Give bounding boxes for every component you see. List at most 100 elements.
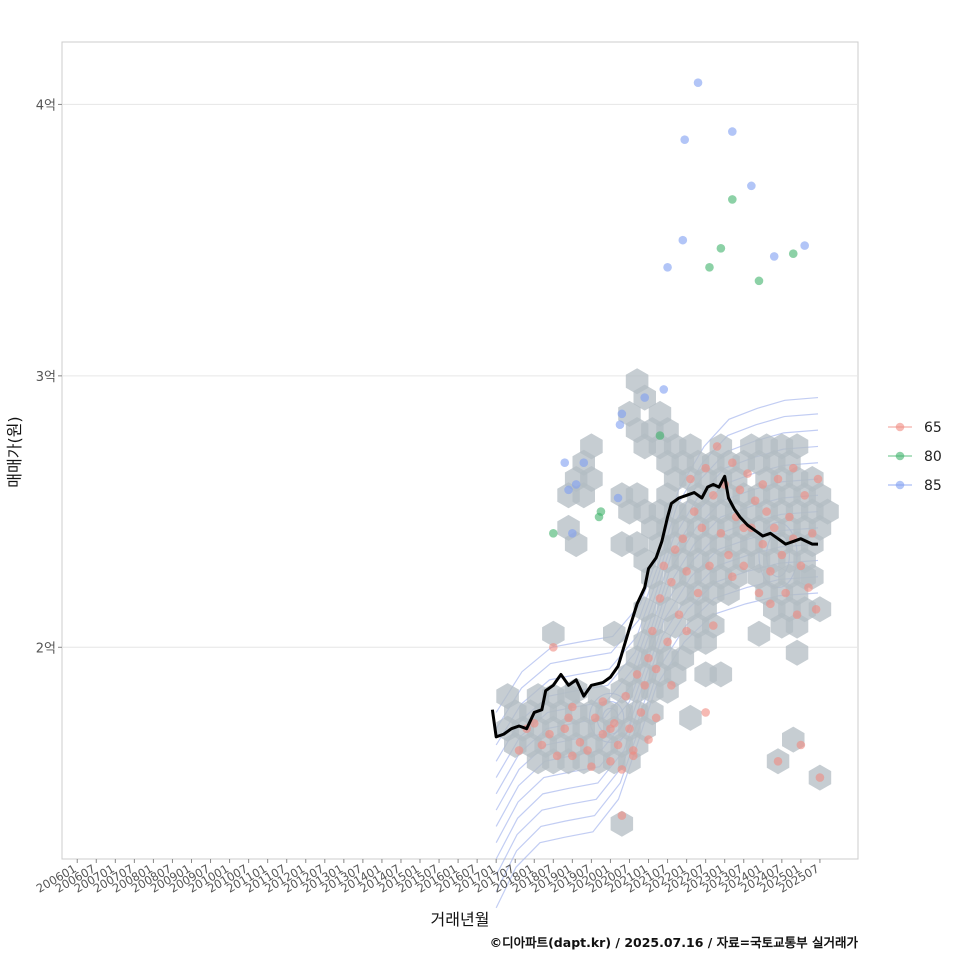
y-axis-title: 매매가(원) <box>5 416 24 487</box>
data-point-65 <box>598 697 608 706</box>
data-point-80 <box>754 276 764 286</box>
hexbin-cell <box>785 612 809 639</box>
data-point-85 <box>728 127 737 136</box>
data-point-65 <box>762 507 771 516</box>
data-point-65 <box>651 713 661 723</box>
data-point-65 <box>617 765 627 774</box>
data-point-65 <box>728 458 737 468</box>
data-point-65 <box>560 724 570 734</box>
data-point-65 <box>769 523 779 533</box>
data-point-65 <box>613 740 623 750</box>
data-point-65 <box>708 490 718 500</box>
data-point-85 <box>800 241 809 250</box>
data-point-65 <box>811 604 821 614</box>
data-point-65 <box>564 713 573 723</box>
hexbin-cell <box>747 620 771 647</box>
data-point-80 <box>788 249 798 259</box>
hexbin-cell <box>785 639 809 666</box>
data-point-65 <box>766 566 775 576</box>
y-axis-ticks: 2억 3억 4억 <box>36 98 62 656</box>
legend: 65 80 85 <box>888 420 942 494</box>
data-point-65 <box>785 512 794 522</box>
data-point-85 <box>617 409 627 419</box>
hexbin-cell <box>572 482 595 509</box>
data-point-65 <box>590 713 600 723</box>
data-point-85 <box>564 485 573 495</box>
legend-key-point <box>895 480 905 490</box>
hexbin-cell <box>709 661 733 688</box>
y-tick-label: 2억 <box>36 641 56 656</box>
data-point-65 <box>689 507 699 516</box>
hexbin-cell <box>801 563 824 590</box>
data-point-65 <box>545 729 554 739</box>
data-point-65 <box>815 773 825 782</box>
hexbin-cell <box>610 810 634 837</box>
data-point-65 <box>655 594 665 603</box>
data-point-65 <box>682 566 691 576</box>
data-point-85 <box>613 493 623 503</box>
legend-key-point <box>895 422 905 432</box>
data-point-65 <box>701 463 710 473</box>
data-point-65 <box>644 653 653 663</box>
data-point-65 <box>667 577 676 587</box>
data-point-65 <box>621 691 630 701</box>
data-point-65 <box>663 637 672 647</box>
data-point-65 <box>659 561 669 571</box>
data-point-65 <box>606 724 615 734</box>
data-point-65 <box>807 528 817 538</box>
data-point-65 <box>693 588 703 598</box>
legend-label: 65 <box>924 420 942 436</box>
data-point-65 <box>514 746 524 755</box>
data-point-65 <box>552 751 562 761</box>
data-point-65 <box>670 545 680 554</box>
data-point-65 <box>651 664 661 674</box>
data-point-65 <box>739 561 749 571</box>
legend-key-point <box>895 451 905 461</box>
data-point-65 <box>640 680 650 690</box>
x-axis-title: 거래년월 <box>431 910 490 929</box>
data-point-65 <box>529 718 539 728</box>
data-point-85 <box>678 235 688 245</box>
data-point-80 <box>655 431 665 440</box>
data-point-80 <box>549 528 558 538</box>
data-point-80 <box>728 195 737 204</box>
data-point-85 <box>568 528 577 538</box>
data-point-65 <box>636 708 646 717</box>
data-point-85 <box>615 420 625 430</box>
data-point-85 <box>680 135 690 145</box>
data-point-85 <box>693 78 703 88</box>
data-point-85 <box>560 458 570 468</box>
data-point-65 <box>648 626 657 636</box>
data-point-65 <box>716 528 726 538</box>
data-point-65 <box>617 811 627 820</box>
data-point-65 <box>804 583 813 592</box>
data-point-65 <box>568 702 577 712</box>
data-point-65 <box>682 626 691 636</box>
data-point-65 <box>537 740 547 750</box>
data-point-65 <box>583 746 592 755</box>
median-line-layer <box>490 474 819 739</box>
data-point-65 <box>697 523 707 533</box>
gridlines <box>62 103 858 648</box>
data-point-65 <box>792 610 802 620</box>
data-point-65 <box>773 474 783 484</box>
data-point-80 <box>705 262 714 272</box>
data-point-85 <box>659 385 669 394</box>
data-point-85 <box>663 262 672 272</box>
data-point-65 <box>598 729 608 739</box>
y-tick-label: 4억 <box>36 98 56 113</box>
data-point-65 <box>667 680 676 690</box>
legend-label: 80 <box>924 449 942 465</box>
data-point-65 <box>777 550 787 560</box>
data-point-85 <box>571 480 581 489</box>
data-point-65 <box>674 610 684 620</box>
data-point-65 <box>743 469 752 478</box>
x-axis-ticks: 2006012006072007012007072008012008072009… <box>34 859 821 896</box>
data-point-65 <box>568 751 577 761</box>
hexbin-cell <box>717 580 740 606</box>
data-point-65 <box>735 485 745 495</box>
median-price-line <box>490 474 819 739</box>
data-point-65 <box>686 474 695 484</box>
data-point-85 <box>747 181 756 191</box>
